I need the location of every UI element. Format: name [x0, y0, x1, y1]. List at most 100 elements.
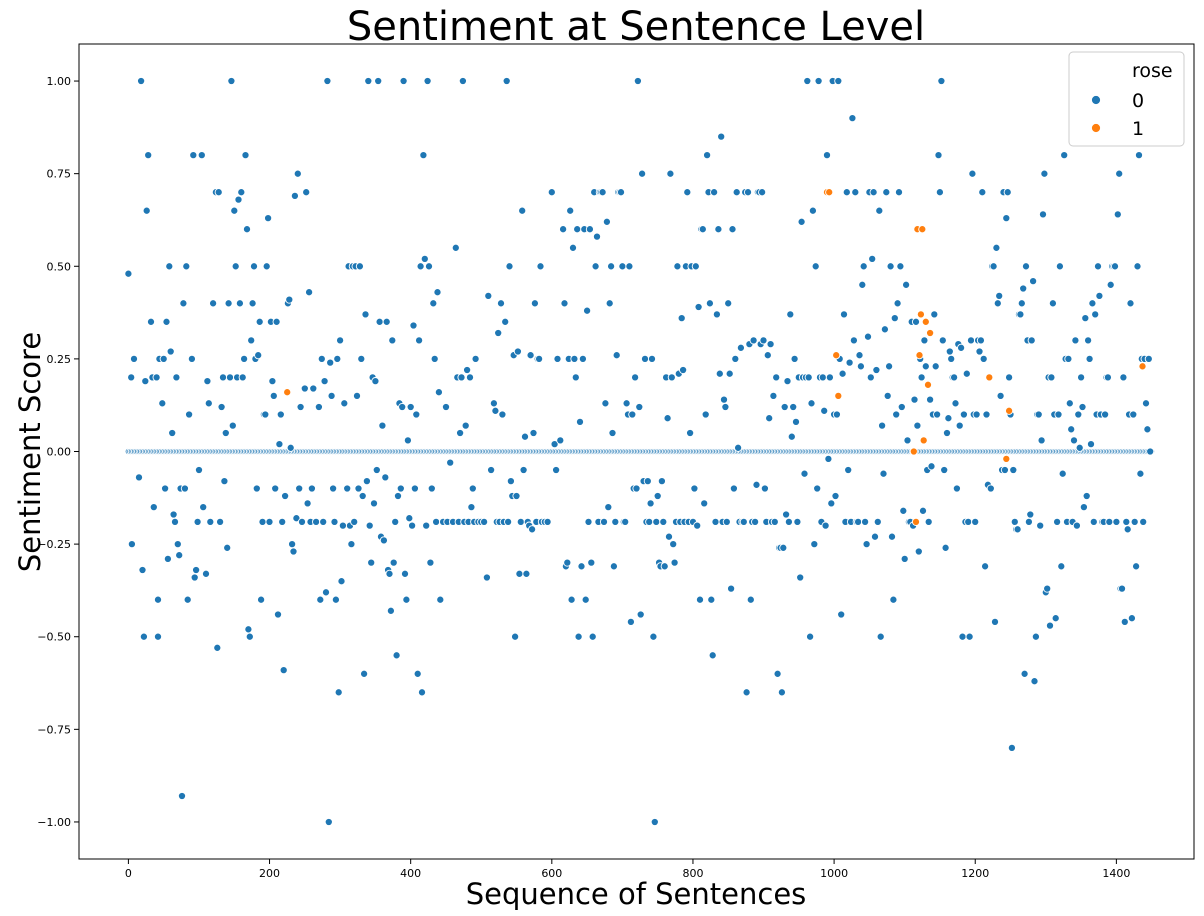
data-point-series-0	[410, 484, 419, 493]
data-point-series-0	[950, 373, 959, 382]
data-point-series-0	[1057, 562, 1066, 571]
data-point-series-0	[1129, 410, 1138, 419]
data-point-series-0	[484, 291, 493, 300]
data-point-series-0	[869, 188, 878, 197]
data-point-series-0	[515, 569, 524, 578]
data-point-series-0	[918, 506, 928, 515]
data-point-series-0	[875, 206, 884, 215]
data-point-series-0	[900, 554, 909, 563]
data-point-series-0	[461, 421, 470, 430]
legend: rose 0 1	[1068, 51, 1185, 147]
data-point-series-0	[317, 354, 326, 363]
data-point-series-0	[137, 76, 146, 86]
data-point-series-0	[269, 391, 278, 400]
data-point-series-0	[381, 473, 390, 482]
data-point-series-0	[791, 417, 801, 426]
data-point-series-1	[919, 436, 928, 445]
data-point-series-0	[937, 76, 946, 86]
data-point-series-0	[161, 484, 170, 493]
data-point-series-0	[505, 262, 514, 271]
data-point-series-0	[588, 632, 597, 641]
data-point-series-0	[772, 373, 781, 382]
data-point-series-0	[944, 414, 953, 423]
data-point-series-0	[331, 595, 340, 604]
data-point-series-0	[638, 169, 647, 178]
data-point-series-1	[921, 317, 930, 326]
data-point-series-0	[705, 299, 714, 308]
data-point-series-0	[134, 473, 144, 482]
data-point-series-0	[821, 521, 830, 530]
data-point-series-0	[712, 310, 721, 319]
data-point-series-0	[920, 336, 929, 345]
data-point-series-0	[703, 151, 712, 160]
data-point-series-0	[566, 206, 575, 215]
data-point-series-0	[643, 477, 652, 486]
data-point-series-0	[570, 354, 579, 363]
data-point-series-0	[480, 517, 489, 526]
data-point-series-0	[340, 399, 349, 408]
data-point-series-0	[873, 517, 882, 526]
data-point-series-0	[427, 484, 436, 493]
data-point-series-0	[1036, 521, 1045, 530]
data-point-series-0	[838, 369, 847, 378]
data-point-series-0	[235, 299, 244, 308]
data-point-series-0	[1143, 425, 1152, 434]
data-point-series-0	[931, 362, 940, 371]
data-point-series-0	[338, 521, 347, 530]
data-point-series-0	[182, 262, 191, 271]
data-point-series-0	[1040, 169, 1049, 178]
data-point-series-0	[975, 347, 984, 356]
data-point-series-0	[849, 336, 858, 345]
data-point-series-0	[433, 288, 442, 297]
data-point-series-0	[392, 651, 401, 660]
data-point-series-0	[1078, 402, 1087, 412]
data-point-series-1	[1005, 406, 1014, 415]
data-point-series-0	[863, 332, 873, 341]
data-point-series-0	[526, 351, 535, 360]
legend-marker-1	[1091, 123, 1101, 133]
data-point-series-0	[854, 517, 863, 526]
data-point-series-0	[721, 402, 730, 412]
data-point-series-0	[779, 543, 788, 552]
data-point-series-0	[981, 562, 990, 571]
data-point-series-0	[683, 188, 692, 197]
data-point-series-0	[820, 406, 829, 415]
data-point-series-0	[281, 491, 290, 501]
data-point-series-0	[940, 465, 949, 475]
data-point-series-0	[502, 76, 511, 86]
data-point-series-0	[992, 243, 1001, 252]
data-point-series-0	[405, 514, 414, 523]
data-point-series-0	[1077, 373, 1086, 382]
data-point-series-0	[530, 299, 539, 308]
data-point-series-0	[573, 225, 582, 234]
data-point-series-0	[1120, 617, 1129, 626]
data-point-series-0	[889, 595, 898, 604]
data-point-series-0	[1113, 210, 1122, 219]
data-point-series-0	[1010, 517, 1019, 526]
data-point-series-0	[719, 395, 729, 404]
data-point-series-0	[995, 291, 1004, 300]
data-point-series-0	[214, 188, 223, 197]
data-point-series-0	[197, 151, 206, 160]
data-point-series-0	[652, 517, 661, 526]
data-point-series-0	[1071, 336, 1080, 345]
data-point-series-0	[899, 506, 908, 515]
data-point-series-0	[165, 262, 174, 271]
data-point-series-0	[173, 540, 182, 549]
x-axis-ticks: 0 200 400 600 800 1000 1200 1400	[125, 859, 1130, 880]
data-point-series-0	[856, 362, 865, 371]
data-point-series-0	[611, 517, 620, 526]
data-point-series-0	[866, 373, 875, 382]
data-point-series-0	[626, 617, 635, 626]
data-point-series-0	[240, 354, 249, 363]
data-point-series-0	[1013, 525, 1022, 534]
data-point-series-0	[832, 410, 841, 419]
data-point-series-0	[934, 151, 943, 160]
data-point-series-0	[321, 588, 331, 597]
data-point-series-0	[552, 465, 561, 475]
data-point-series-0	[1055, 262, 1064, 271]
data-point-series-0	[883, 391, 892, 400]
data-point-series-0	[806, 632, 815, 641]
data-point-series-0	[393, 491, 403, 501]
data-point-series-0	[632, 484, 641, 493]
